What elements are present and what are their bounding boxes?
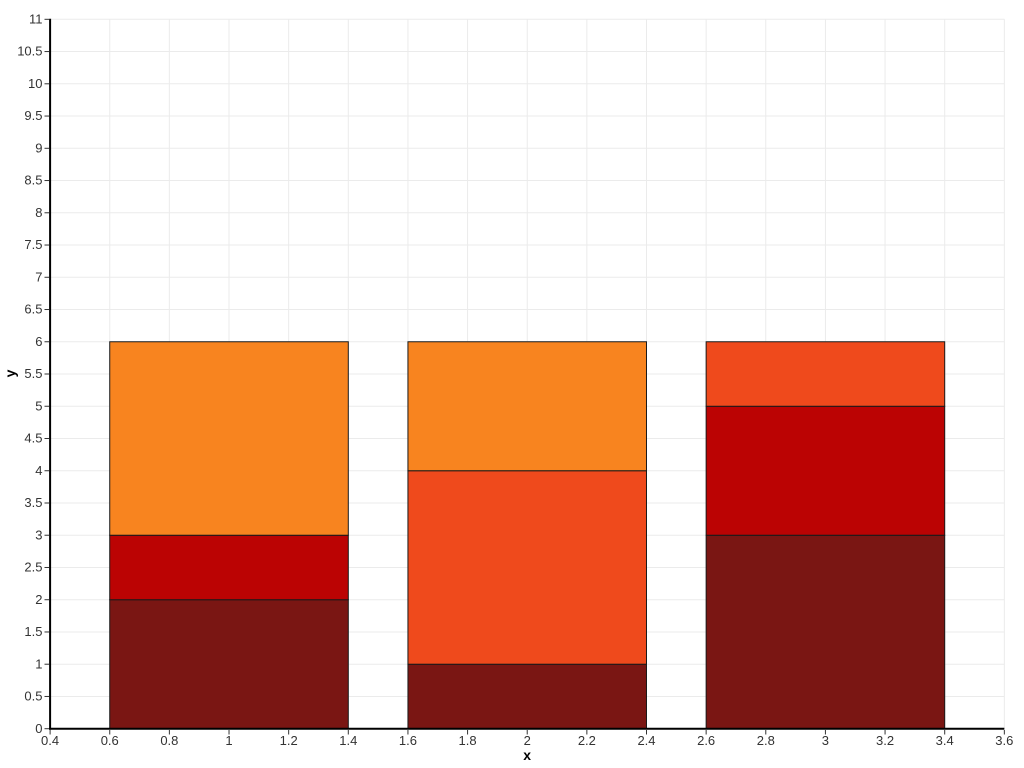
svg-text:5.5: 5.5 — [24, 366, 42, 381]
svg-text:0.8: 0.8 — [160, 733, 178, 748]
svg-text:1.6: 1.6 — [399, 733, 417, 748]
svg-text:5: 5 — [35, 398, 42, 413]
svg-text:0: 0 — [35, 721, 42, 736]
svg-text:1.5: 1.5 — [24, 624, 42, 639]
svg-text:1: 1 — [35, 656, 42, 671]
svg-text:2.2: 2.2 — [578, 733, 596, 748]
svg-text:4: 4 — [35, 463, 42, 478]
svg-text:7: 7 — [35, 269, 42, 284]
svg-text:1.2: 1.2 — [280, 733, 298, 748]
svg-text:2.4: 2.4 — [637, 733, 655, 748]
svg-text:x: x — [523, 747, 531, 763]
svg-text:1: 1 — [225, 733, 232, 748]
svg-text:8.5: 8.5 — [24, 173, 42, 188]
svg-text:3.4: 3.4 — [936, 733, 954, 748]
svg-text:2.8: 2.8 — [757, 733, 775, 748]
svg-text:1.8: 1.8 — [459, 733, 477, 748]
svg-text:3: 3 — [35, 527, 42, 542]
svg-text:6.5: 6.5 — [24, 302, 42, 317]
svg-text:2.5: 2.5 — [24, 560, 42, 575]
svg-text:3.5: 3.5 — [24, 495, 42, 510]
svg-text:2: 2 — [35, 592, 42, 607]
svg-text:10.5: 10.5 — [17, 44, 42, 59]
svg-text:0.4: 0.4 — [41, 733, 59, 748]
svg-text:11: 11 — [29, 11, 43, 26]
svg-text:9.5: 9.5 — [24, 108, 42, 123]
svg-text:8: 8 — [35, 205, 42, 220]
svg-text:3.2: 3.2 — [876, 733, 894, 748]
svg-text:10: 10 — [28, 76, 42, 91]
svg-text:4.5: 4.5 — [24, 431, 42, 446]
svg-text:2: 2 — [524, 733, 531, 748]
svg-text:y: y — [2, 369, 18, 377]
svg-text:7.5: 7.5 — [24, 237, 42, 252]
svg-text:9: 9 — [35, 140, 42, 155]
svg-text:1.4: 1.4 — [339, 733, 357, 748]
svg-text:3.6: 3.6 — [995, 733, 1013, 748]
svg-text:0.6: 0.6 — [101, 733, 119, 748]
svg-text:6: 6 — [35, 334, 42, 349]
svg-text:3: 3 — [822, 733, 829, 748]
svg-text:2.6: 2.6 — [697, 733, 715, 748]
svg-text:0.5: 0.5 — [24, 689, 42, 704]
